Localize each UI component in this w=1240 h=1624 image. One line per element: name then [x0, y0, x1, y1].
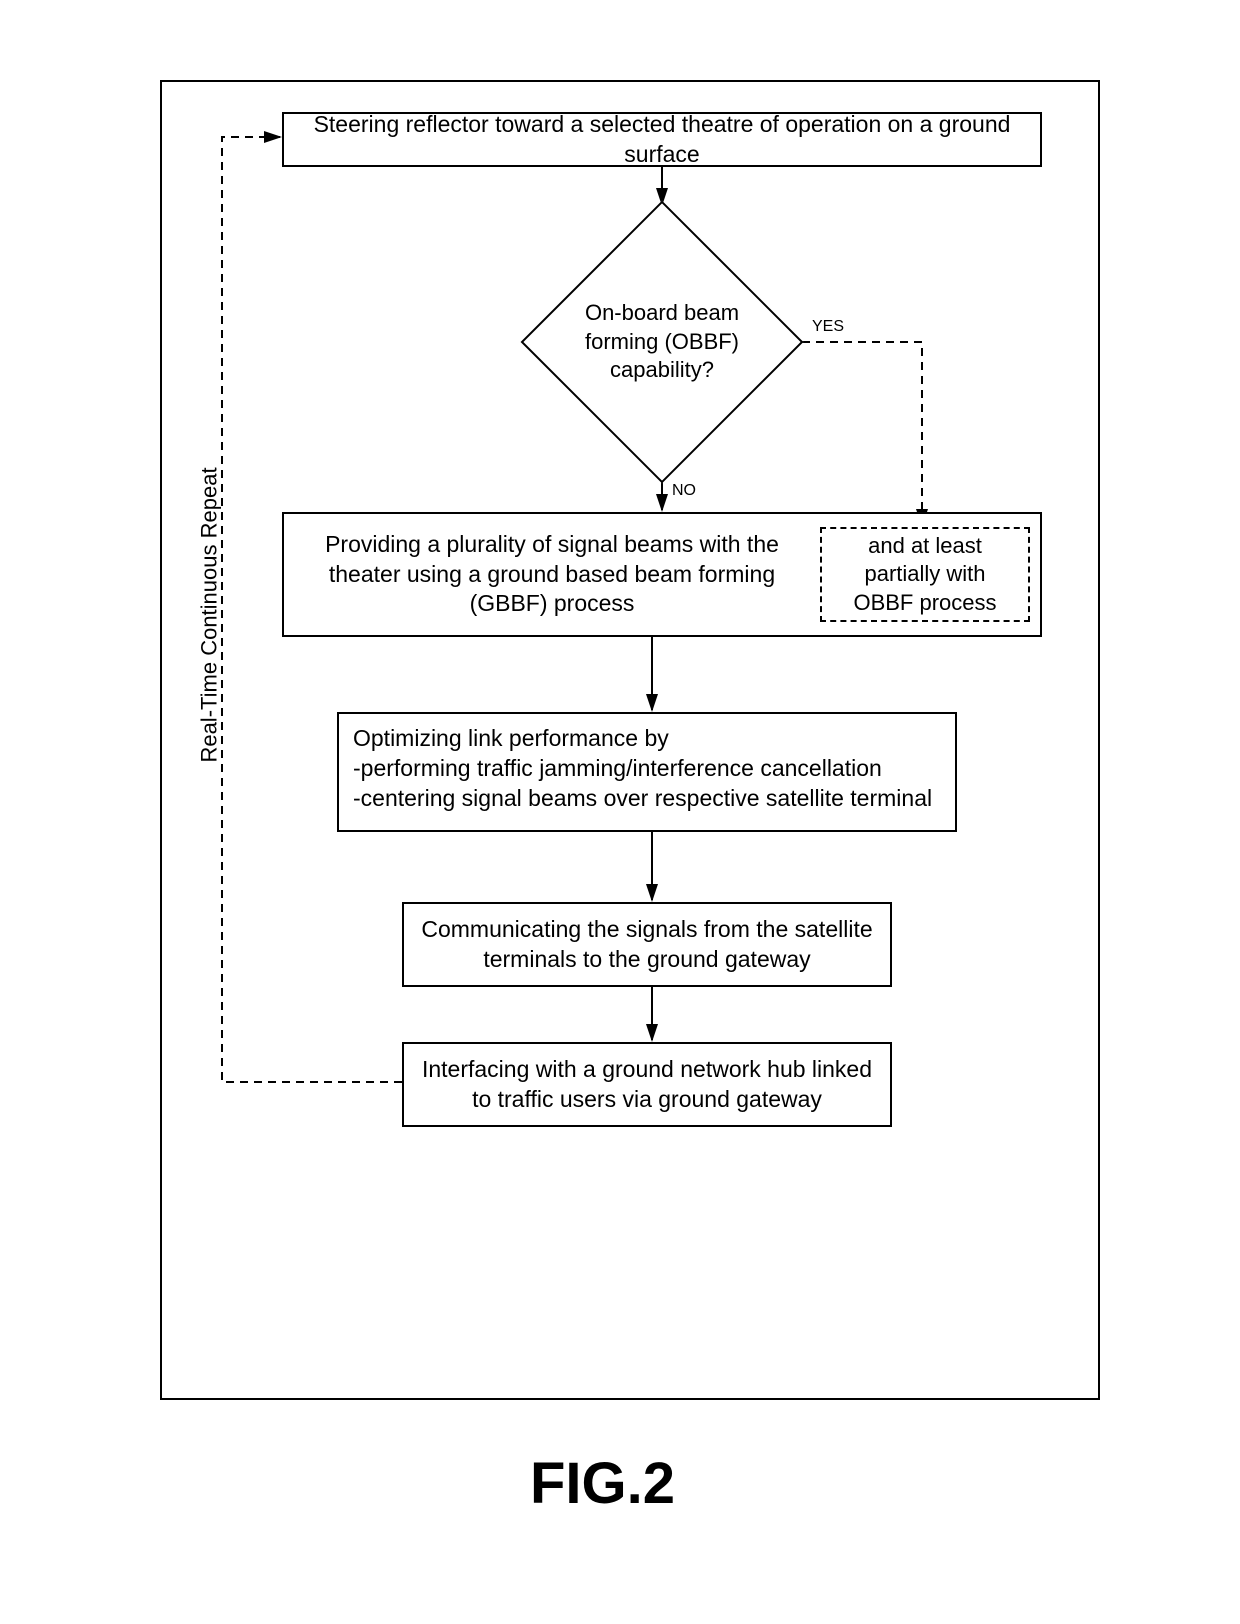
decision-obbf-capability: On-board beam forming (OBBF) capability?	[522, 202, 802, 482]
step-provide-beams-group: Providing a plurality of signal beams wi…	[282, 512, 1042, 637]
label-no: NO	[672, 482, 696, 500]
step-communicate-signals: Communicating the signals from the satel…	[402, 902, 892, 987]
label-loop-repeat: Real-Time Continuous Repeat	[197, 467, 223, 762]
step-obbf-partial-text: and at least partially with OBBF process	[832, 532, 1018, 618]
figure-label: FIG.2	[530, 1450, 675, 1517]
step-gbbf-text: Providing a plurality of signal beams wi…	[284, 520, 820, 630]
flowchart-canvas: Steering reflector toward a selected the…	[160, 80, 1100, 1400]
step-obbf-partial: and at least partially with OBBF process	[820, 527, 1030, 622]
step-communicate-text: Communicating the signals from the satel…	[418, 915, 876, 975]
step-optimize-text: Optimizing link performance by -performi…	[353, 724, 932, 814]
step-text: Steering reflector toward a selected the…	[298, 110, 1026, 170]
step-steering-reflector: Steering reflector toward a selected the…	[282, 112, 1042, 167]
step-interface-hub: Interfacing with a ground network hub li…	[402, 1042, 892, 1127]
label-yes: YES	[812, 318, 844, 336]
step-optimize-link: Optimizing link performance by -performi…	[337, 712, 957, 832]
step-interface-text: Interfacing with a ground network hub li…	[418, 1055, 876, 1115]
decision-text: On-board beam forming (OBBF) capability?	[552, 299, 772, 385]
